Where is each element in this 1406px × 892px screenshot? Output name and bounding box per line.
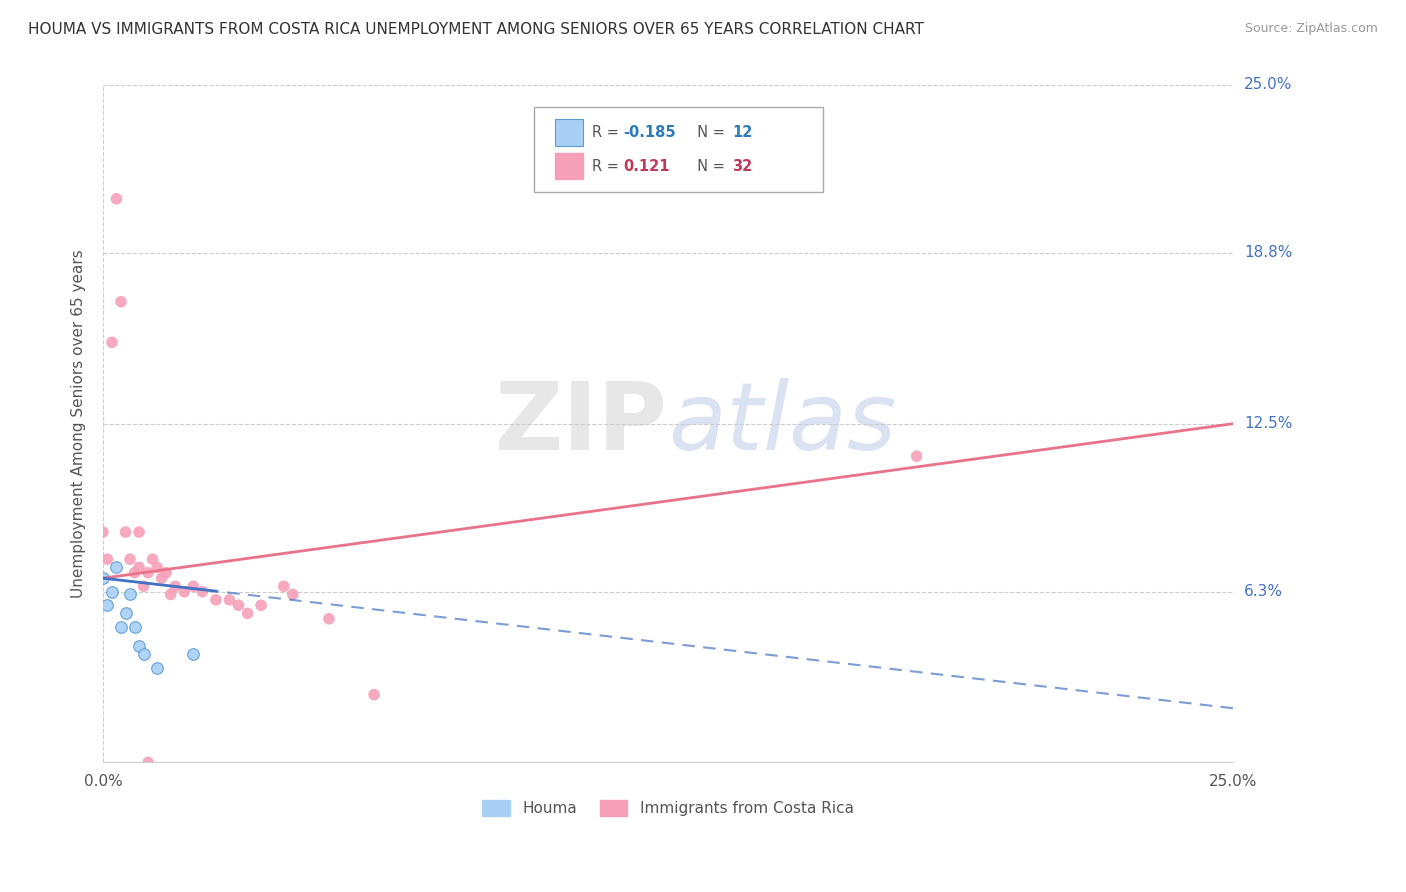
Point — [110, 620, 132, 634]
Text: Source: ZipAtlas.com: Source: ZipAtlas.com — [1244, 22, 1378, 36]
Point — [173, 584, 195, 599]
Point — [228, 599, 250, 613]
Text: 12.5%: 12.5% — [1244, 417, 1292, 431]
Point — [91, 571, 114, 585]
Point — [146, 560, 169, 574]
Point — [142, 552, 165, 566]
Text: 12: 12 — [733, 125, 752, 140]
Point — [101, 584, 124, 599]
Point — [136, 566, 159, 580]
Text: N =: N = — [688, 159, 730, 174]
Point — [114, 607, 136, 621]
Point — [110, 294, 132, 309]
Point — [181, 579, 204, 593]
Point — [128, 639, 150, 653]
Point — [181, 647, 204, 661]
Point — [105, 560, 128, 574]
Point — [118, 587, 141, 601]
Point — [165, 579, 187, 593]
Point — [905, 449, 928, 463]
Point — [273, 579, 295, 593]
Text: 32: 32 — [733, 159, 752, 174]
Point — [128, 560, 150, 574]
Point — [105, 192, 128, 206]
Text: 6.3%: 6.3% — [1244, 584, 1284, 599]
Point — [363, 688, 385, 702]
Point — [128, 525, 150, 540]
Text: HOUMA VS IMMIGRANTS FROM COSTA RICA UNEMPLOYMENT AMONG SENIORS OVER 65 YEARS COR: HOUMA VS IMMIGRANTS FROM COSTA RICA UNEM… — [28, 22, 924, 37]
Point — [114, 525, 136, 540]
Point — [191, 584, 214, 599]
Text: atlas: atlas — [668, 378, 896, 469]
Legend: Houma, Immigrants from Costa Rica: Houma, Immigrants from Costa Rica — [477, 795, 859, 822]
Point — [250, 599, 273, 613]
Point — [236, 607, 259, 621]
Point — [146, 660, 169, 674]
Point — [155, 566, 177, 580]
Point — [101, 335, 124, 350]
Point — [91, 525, 114, 540]
Point — [124, 620, 146, 634]
Point — [318, 612, 340, 626]
Text: R =: R = — [592, 125, 623, 140]
Text: ZIP: ZIP — [495, 377, 668, 470]
Point — [218, 592, 240, 607]
Point — [136, 756, 159, 770]
Text: N =: N = — [688, 125, 730, 140]
Point — [205, 592, 228, 607]
Text: -0.185: -0.185 — [623, 125, 675, 140]
Y-axis label: Unemployment Among Seniors over 65 years: Unemployment Among Seniors over 65 years — [72, 249, 86, 598]
Point — [159, 587, 181, 601]
Point — [124, 566, 146, 580]
Point — [96, 599, 118, 613]
Point — [118, 552, 141, 566]
Text: 0.121: 0.121 — [623, 159, 669, 174]
Point — [132, 647, 155, 661]
Point — [96, 552, 118, 566]
Text: R =: R = — [592, 159, 628, 174]
Text: 18.8%: 18.8% — [1244, 245, 1292, 260]
Point — [132, 579, 155, 593]
Point — [281, 587, 304, 601]
Point — [150, 571, 173, 585]
Text: 25.0%: 25.0% — [1244, 78, 1292, 93]
